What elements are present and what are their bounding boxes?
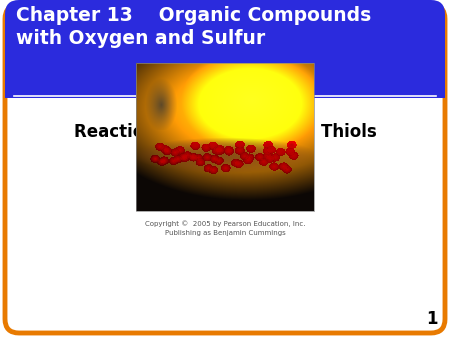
Text: with Oxygen and Sulfur: with Oxygen and Sulfur [16, 29, 265, 48]
Text: 1: 1 [427, 310, 438, 328]
FancyBboxPatch shape [5, 5, 445, 333]
Text: Chapter 13    Organic Compounds: Chapter 13 Organic Compounds [16, 6, 371, 25]
Text: 13.3: 13.3 [203, 106, 247, 124]
Bar [136, 63, 314, 211]
FancyBboxPatch shape [5, 0, 445, 98]
Text: Reactions of Alcohols and Thiols: Reactions of Alcohols and Thiols [74, 123, 376, 141]
Text: Copyright ©  2005 by Pearson Education, Inc.
Publishing as Benjamin Cummings: Copyright © 2005 by Pearson Education, I… [145, 220, 305, 236]
Bar [5, 49, 445, 98]
